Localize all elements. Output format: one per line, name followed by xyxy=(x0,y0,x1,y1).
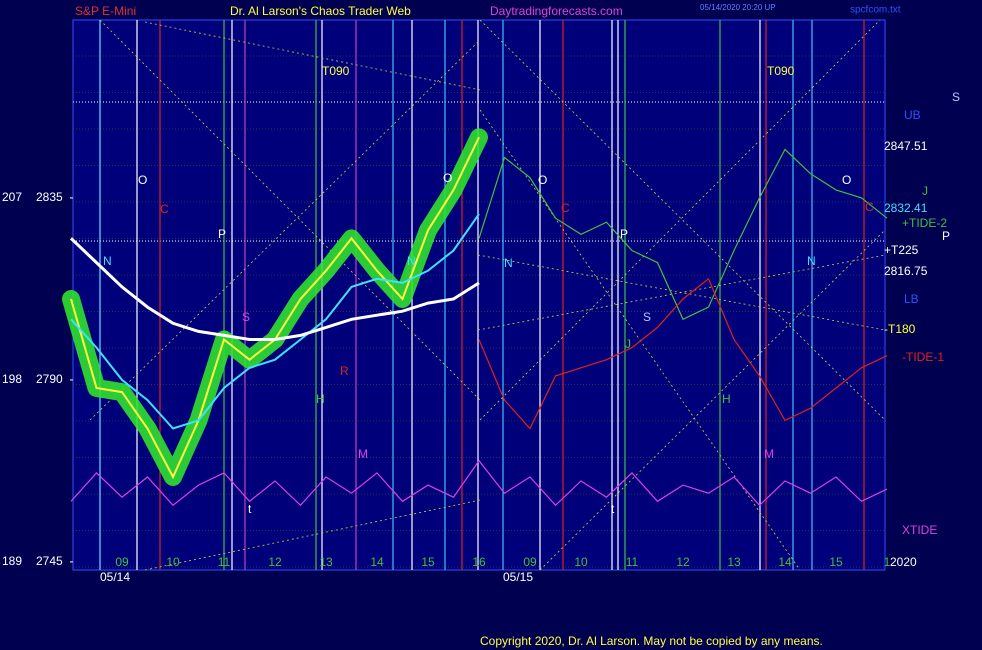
symbol: S&P E-Mini xyxy=(75,4,136,18)
annotation: O xyxy=(842,173,851,187)
x-tick-label: 13 xyxy=(727,555,741,569)
site: Daytradingforecasts.com xyxy=(490,4,623,18)
x-tick-label: 1 xyxy=(884,555,891,569)
x-tick-label: 09 xyxy=(115,555,129,569)
annotation: LB xyxy=(904,292,919,306)
annotation: -T180 xyxy=(884,322,916,336)
diagonal xyxy=(479,109,801,571)
annotation: T090 xyxy=(767,64,795,78)
x-tick-label: 09 xyxy=(523,555,537,569)
x-tick-label: 15 xyxy=(421,555,435,569)
annotation: N xyxy=(807,254,816,268)
y-tick-label: 2835 xyxy=(36,190,63,204)
annotation: C xyxy=(160,202,169,216)
diagonal xyxy=(477,254,886,331)
annotation: P xyxy=(942,229,950,243)
annotation: J xyxy=(625,337,631,351)
annotation: M xyxy=(358,447,368,461)
chart-title: Dr. Al Larson's Chaos Trader Web xyxy=(230,4,411,18)
annotation: 2832.41 xyxy=(884,201,928,215)
annotation: R xyxy=(340,364,349,378)
annotation: N xyxy=(407,254,416,268)
x-tick-label: 16 xyxy=(472,555,486,569)
annotation: H xyxy=(316,392,325,406)
annotation: S xyxy=(242,310,250,324)
y-tick-label: 2790 xyxy=(36,372,63,386)
annotation: J xyxy=(922,184,928,198)
diagonal xyxy=(539,229,886,571)
copyright: Copyright 2020, Dr. Al Larson. May not b… xyxy=(480,634,823,648)
annotation: M xyxy=(764,447,774,461)
diagonal xyxy=(89,39,481,421)
annotation: +T225 xyxy=(884,243,919,257)
series-label: +TIDE-2 xyxy=(902,216,947,230)
series-line xyxy=(69,237,480,341)
annotation: O xyxy=(443,171,452,185)
x-tick-label: 11 xyxy=(218,555,231,569)
annotation: 2020 xyxy=(890,555,917,569)
x-tick-label: 12 xyxy=(268,555,282,569)
x-tick-label: 13 xyxy=(319,555,333,569)
y-tick-label: 2745 xyxy=(36,554,63,568)
x-tick-label: 11 xyxy=(626,555,639,569)
annotation: N xyxy=(504,256,513,270)
annotation: 2847.51 xyxy=(884,139,928,153)
series-line xyxy=(70,213,480,430)
annotation: C xyxy=(561,201,570,215)
y-alt-label: 207 xyxy=(2,190,22,204)
y-alt-label: 198 xyxy=(2,372,22,386)
annotation: t xyxy=(611,502,615,516)
series-line xyxy=(478,148,888,321)
annotation: S xyxy=(643,310,651,324)
annotation: S xyxy=(952,90,960,104)
annotation: 2816.75 xyxy=(884,264,928,278)
annotation: T090 xyxy=(322,64,350,78)
series-line xyxy=(478,277,888,430)
x-tick-label: 14 xyxy=(778,555,792,569)
series-label: XTIDE xyxy=(902,523,937,537)
marks xyxy=(62,128,888,507)
stamp: 05/14/2020 20:20 UP xyxy=(700,3,776,12)
annotation: O xyxy=(138,173,147,187)
diagonal xyxy=(144,21,481,91)
x-tick-label: 10 xyxy=(166,555,180,569)
annotation: P xyxy=(620,227,628,241)
series-label: -TIDE-1 xyxy=(902,350,944,364)
annotation: t xyxy=(248,502,252,516)
file: spcfcom.txt xyxy=(850,5,901,16)
diagonal xyxy=(144,499,481,571)
annotation: C xyxy=(865,200,874,214)
plot-area xyxy=(72,19,886,571)
x-tick-label: 15 xyxy=(829,555,843,569)
series-line xyxy=(70,459,888,507)
x-tick-label: 12 xyxy=(676,555,690,569)
annotation: H xyxy=(722,392,731,406)
y-alt-label: 189 xyxy=(2,554,22,568)
x-tick-label: 14 xyxy=(370,555,384,569)
x-tick-label: 10 xyxy=(574,555,588,569)
diagonal xyxy=(479,19,881,421)
annotation: O xyxy=(538,173,547,187)
date-label: 05/15 xyxy=(503,570,533,584)
annotation: P xyxy=(218,227,226,241)
annotation: UB xyxy=(904,108,921,122)
annotation: N xyxy=(103,254,112,268)
date-label: 05/14 xyxy=(100,570,130,584)
decoration xyxy=(73,19,886,571)
